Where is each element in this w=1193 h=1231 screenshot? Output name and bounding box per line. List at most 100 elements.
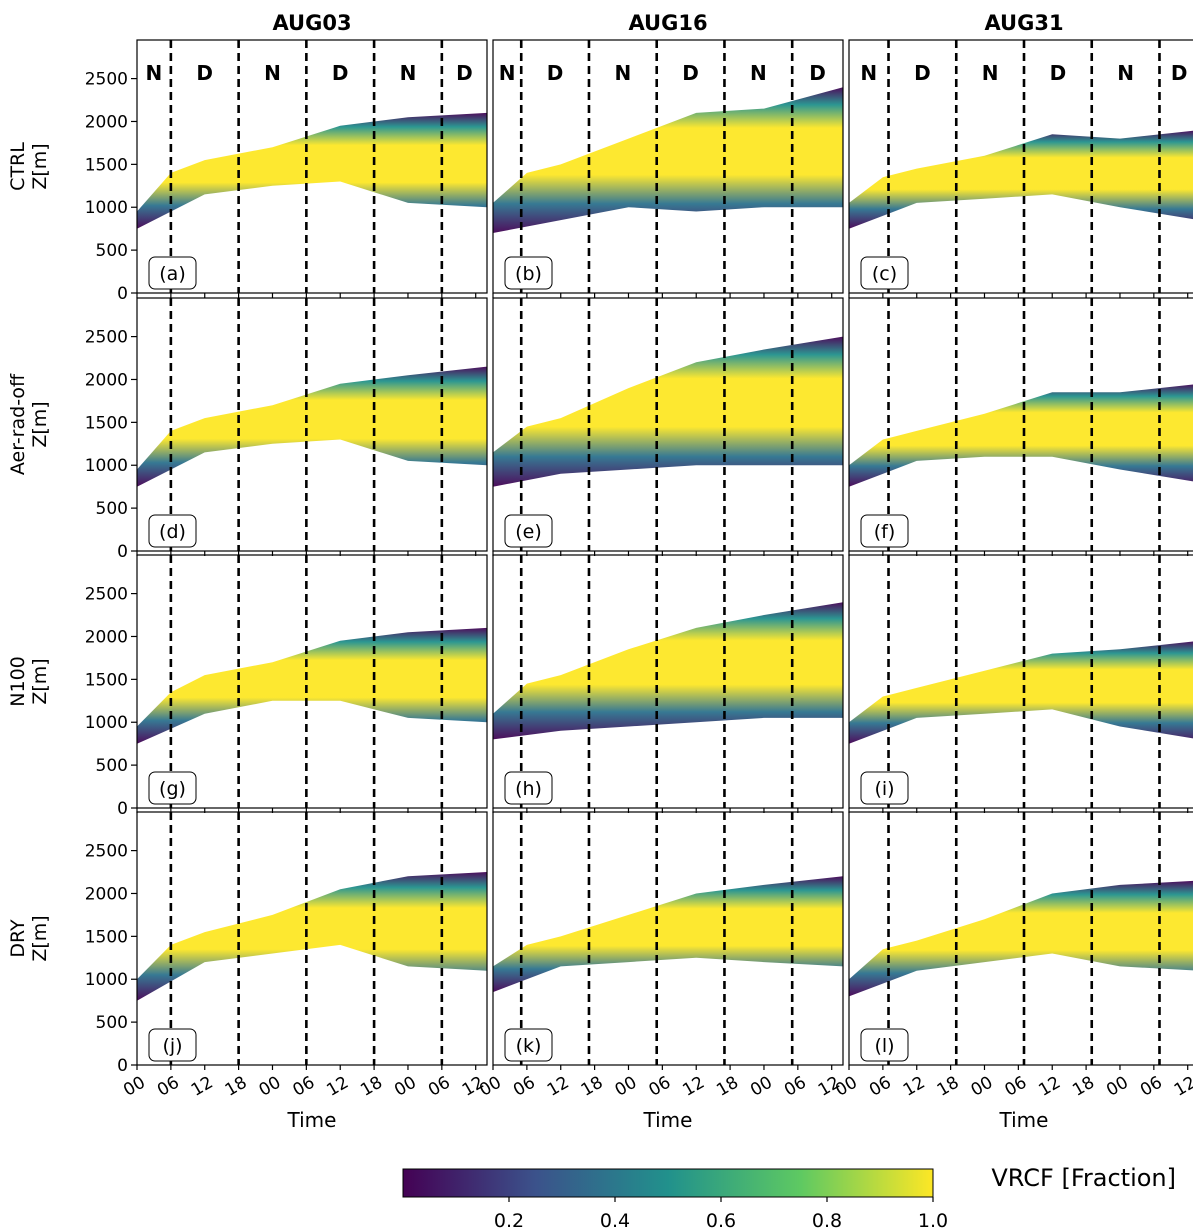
panel-b: N D N D N D (b) bbox=[492, 39, 844, 298]
y-tick-label: 0 bbox=[117, 284, 128, 304]
period-label-day: D bbox=[196, 61, 213, 85]
x-tick-label: 00 bbox=[612, 1073, 641, 1101]
row-label-aer-rad-off: Aer-rad-off Z[m] bbox=[7, 373, 51, 475]
x-tick-label: 00 bbox=[476, 1073, 505, 1101]
y-tick-label: 500 bbox=[96, 756, 128, 776]
y-tick-label: 500 bbox=[96, 499, 128, 519]
panel-label: (b) bbox=[515, 263, 542, 285]
period-label-night: N bbox=[860, 61, 877, 85]
x-tick-label: 00 bbox=[256, 1073, 285, 1101]
cloud-fraction-band bbox=[849, 641, 1193, 744]
panel-label-box bbox=[148, 1028, 197, 1062]
cloud-fraction-band bbox=[493, 876, 843, 993]
x-axis-label: Time bbox=[287, 1108, 337, 1132]
panel-label-box bbox=[860, 1028, 909, 1062]
y-tick-label: 2500 bbox=[85, 328, 128, 348]
panel-frame bbox=[136, 39, 488, 294]
panel-frame bbox=[492, 39, 844, 294]
panel-e: (e) bbox=[492, 297, 844, 556]
colorbar: 0.2 0.4 0.6 0.8 1.0 VRCF [Fraction] bbox=[402, 1164, 1176, 1231]
panel-label-box bbox=[504, 514, 553, 548]
cloud-fraction-band bbox=[493, 87, 843, 233]
panel-f: (f) bbox=[848, 297, 1193, 556]
y-tick-label: 0 bbox=[117, 542, 128, 562]
cloud-fraction-band bbox=[137, 872, 487, 1001]
panel-label-box bbox=[860, 771, 909, 805]
panel-label: (a) bbox=[159, 263, 185, 285]
panel-g: (g) 0 500 1000 1500 2000 2500 bbox=[85, 554, 488, 819]
panel-label: (f) bbox=[874, 521, 896, 543]
period-label-night: N bbox=[614, 61, 631, 85]
y-tick-label: 1000 bbox=[85, 456, 128, 476]
y-tick-label: 0 bbox=[117, 1056, 128, 1076]
y-tick-label: 1000 bbox=[85, 970, 128, 990]
cloud-fraction-band bbox=[137, 366, 487, 487]
cloud-fraction-band bbox=[849, 384, 1193, 487]
colorbar-tick-label: 0.8 bbox=[812, 1210, 842, 1231]
panel-c: N D N D N D (c) bbox=[848, 39, 1193, 298]
x-tick-label: 12 bbox=[679, 1073, 708, 1101]
period-label-day: D bbox=[332, 61, 349, 85]
x-tick-label: 06 bbox=[645, 1073, 674, 1101]
row-name: DRY bbox=[7, 919, 29, 958]
y-tick-label: 2500 bbox=[85, 585, 128, 605]
row-label-n100: N100 Z[m] bbox=[7, 656, 51, 706]
x-tick-label: 06 bbox=[425, 1073, 454, 1101]
period-label-night: N bbox=[264, 61, 281, 85]
x-tick-label: 18 bbox=[713, 1073, 742, 1101]
x-tick-label: 06 bbox=[510, 1073, 539, 1101]
period-label-night: N bbox=[146, 61, 163, 85]
row-name: N100 bbox=[7, 656, 29, 706]
x-tick-label: 00 bbox=[391, 1073, 420, 1101]
colorbar-tick-label: 0.2 bbox=[494, 1210, 524, 1231]
cloud-fraction-band bbox=[849, 130, 1193, 229]
panel-frame bbox=[492, 297, 844, 552]
y-tick-label: 0 bbox=[117, 799, 128, 819]
x-tick-label: 00 bbox=[120, 1073, 149, 1101]
x-tick-label: 12 bbox=[1171, 1073, 1193, 1101]
x-tick-label: 06 bbox=[1137, 1073, 1166, 1101]
y-tick-label: 1500 bbox=[85, 155, 128, 175]
x-tick-label: 06 bbox=[154, 1073, 183, 1101]
row-label-dry: DRY Z[m] bbox=[7, 915, 51, 961]
panel-label: (g) bbox=[159, 778, 186, 800]
panel-d: (d) 0 500 1000 1500 2000 2500 bbox=[85, 297, 488, 562]
x-tick-label: 18 bbox=[1069, 1073, 1098, 1101]
period-label-day: D bbox=[547, 61, 564, 85]
colorbar-tick-label: 0.6 bbox=[706, 1210, 736, 1231]
x-tick-label: 18 bbox=[357, 1073, 386, 1101]
x-tick-label: 00 bbox=[1103, 1073, 1132, 1101]
period-label-day: D bbox=[1050, 61, 1067, 85]
period-label-day: D bbox=[914, 61, 931, 85]
period-label-night: N bbox=[1117, 61, 1134, 85]
x-tick-label: 00 bbox=[968, 1073, 997, 1101]
x-tick-label: 00 bbox=[747, 1073, 776, 1101]
row-name: Aer-rad-off bbox=[7, 373, 29, 475]
x-tick-label: 12 bbox=[1035, 1073, 1064, 1101]
column-title-aug31: AUG31 bbox=[984, 11, 1063, 35]
y-tick-label: 500 bbox=[96, 1013, 128, 1033]
y-tick-label: 2000 bbox=[85, 884, 128, 904]
row-name: CTRL bbox=[7, 142, 29, 191]
period-label-day: D bbox=[809, 61, 826, 85]
panel-label: (c) bbox=[872, 263, 897, 285]
period-label-day: D bbox=[1171, 61, 1188, 85]
panel-label: (j) bbox=[162, 1035, 182, 1057]
panel-label-box bbox=[860, 514, 909, 548]
x-tick-label: 12 bbox=[188, 1073, 217, 1101]
x-tick-label: 00 bbox=[832, 1073, 861, 1101]
colorbar-tick-label: 0.4 bbox=[600, 1210, 630, 1231]
panel-label-box bbox=[860, 256, 909, 290]
panel-frame bbox=[492, 554, 844, 809]
cloud-fraction-band bbox=[493, 602, 843, 740]
panel-label-box bbox=[148, 514, 197, 548]
panel-label-box bbox=[148, 256, 197, 290]
y-tick-label: 2500 bbox=[85, 842, 128, 862]
x-tick-label: 18 bbox=[222, 1073, 251, 1101]
cloud-fraction-band bbox=[849, 880, 1193, 997]
